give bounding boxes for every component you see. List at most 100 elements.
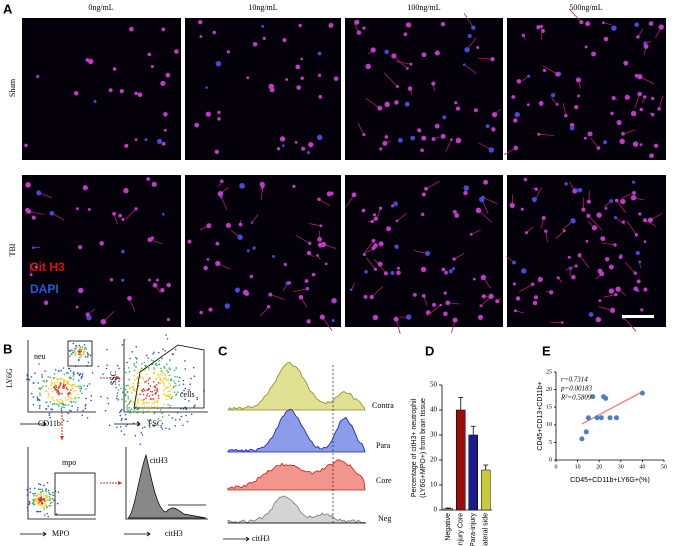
cell (581, 207, 586, 212)
event (164, 393, 167, 396)
point (585, 415, 591, 421)
cell (614, 293, 618, 297)
event (121, 398, 123, 401)
event (120, 419, 123, 422)
event (167, 404, 169, 406)
column-label: 10ng/mL (248, 3, 277, 12)
event (168, 374, 171, 377)
cell (636, 35, 640, 39)
event (52, 396, 54, 398)
event (196, 396, 198, 399)
event (66, 371, 68, 374)
event (62, 419, 65, 422)
cell (515, 296, 521, 301)
event (152, 380, 155, 383)
cell (31, 215, 36, 220)
event (145, 380, 148, 383)
event (133, 374, 135, 377)
cell (473, 108, 478, 113)
event (139, 369, 142, 372)
event (39, 498, 41, 500)
cell (603, 36, 609, 42)
event (69, 355, 71, 357)
event (77, 372, 79, 374)
event (49, 376, 52, 379)
cell (225, 222, 231, 228)
event (165, 398, 168, 401)
event (160, 367, 162, 370)
event (142, 393, 145, 396)
event (162, 389, 165, 392)
event (123, 371, 126, 374)
cell (199, 35, 203, 38)
event (100, 395, 102, 398)
event (67, 380, 70, 382)
cell (516, 79, 522, 84)
trap-fiber (590, 137, 599, 149)
event (67, 382, 70, 384)
event (153, 401, 156, 403)
event (126, 407, 128, 409)
cell (134, 138, 138, 142)
event (47, 405, 50, 408)
event (67, 367, 70, 370)
event (63, 385, 66, 387)
histogram (227, 495, 367, 524)
event (161, 374, 164, 376)
event (178, 384, 181, 387)
row-label: Sham (8, 78, 17, 97)
event (71, 386, 73, 388)
cell (521, 33, 525, 37)
cell (564, 182, 568, 186)
event (131, 386, 134, 389)
cell (364, 270, 368, 274)
event (82, 409, 84, 412)
event (46, 481, 49, 484)
trap-fiber (555, 230, 565, 240)
cell (621, 131, 625, 136)
event (193, 405, 195, 408)
event (147, 377, 149, 379)
event (71, 405, 73, 407)
event (80, 387, 83, 390)
event (162, 372, 164, 374)
event (80, 377, 83, 380)
event (47, 489, 50, 492)
event (42, 380, 45, 382)
trap-fiber (357, 123, 365, 135)
trap-fiber (624, 261, 636, 274)
event (129, 357, 131, 360)
event (128, 367, 130, 369)
event (175, 367, 177, 369)
axis-arrow (124, 531, 151, 537)
event (182, 379, 185, 382)
event (169, 359, 171, 361)
event (90, 399, 92, 402)
event (106, 348, 108, 351)
event (45, 497, 47, 500)
event (46, 379, 48, 382)
event (174, 348, 177, 351)
event (49, 502, 52, 505)
cell (634, 233, 639, 237)
cell (530, 282, 535, 287)
event (148, 395, 151, 397)
event (62, 385, 64, 388)
event (175, 385, 177, 387)
event (164, 388, 167, 390)
cell (24, 143, 28, 148)
event (33, 487, 36, 490)
event (158, 363, 161, 366)
event (161, 357, 163, 360)
cell (292, 184, 296, 188)
trap-fiber (545, 231, 548, 243)
event (35, 495, 37, 497)
event (145, 397, 147, 400)
event (142, 378, 145, 380)
event (81, 375, 83, 378)
cell (636, 279, 641, 284)
y-tick-label: 20 (430, 456, 438, 464)
cell (637, 73, 643, 80)
cell (587, 131, 593, 137)
cell (160, 288, 165, 293)
